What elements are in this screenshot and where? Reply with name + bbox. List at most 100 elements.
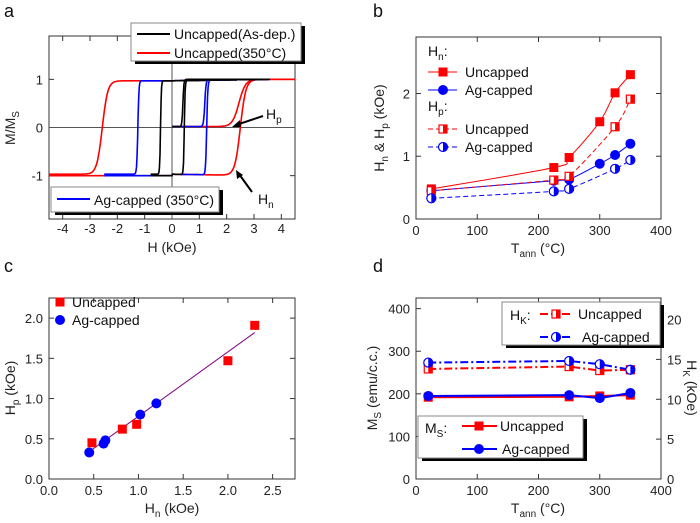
square-marker — [474, 421, 484, 431]
panel-label-c: c — [4, 256, 13, 276]
plot-frame-b — [415, 36, 662, 220]
annotation-hp: Hp — [266, 106, 282, 126]
circle-marker — [100, 435, 111, 446]
panel-label-a: a — [4, 1, 15, 21]
legend-label-uncapped: Uncapped — [72, 294, 136, 310]
half-fill — [431, 193, 436, 203]
legend-label-ag-capped: Ag-capped — [72, 312, 140, 328]
legend-heading-hk: HK: — [510, 307, 531, 327]
x-tick-label: 0.0 — [40, 483, 58, 498]
y-axis-label: Hp (kOe) — [2, 361, 22, 416]
y-tick-label: 2 — [403, 86, 410, 101]
legend-label: Ag-capped — [465, 82, 533, 98]
data-point — [87, 438, 97, 448]
series-line — [428, 365, 631, 372]
y-tick-label: 0 — [36, 121, 43, 136]
square-marker — [223, 356, 233, 366]
square-marker — [595, 117, 605, 127]
legend-heading-ms: MS: — [425, 420, 447, 440]
half-fill — [599, 366, 604, 375]
square-marker — [610, 88, 620, 98]
y-axis-label: M/MS — [2, 111, 22, 145]
circle-marker — [55, 315, 65, 325]
legend-marker — [550, 331, 562, 343]
circle-marker — [438, 85, 448, 95]
data-point — [564, 183, 575, 194]
data-point — [564, 171, 574, 181]
data-point — [625, 70, 635, 80]
legend-heading-hn: Hn: — [428, 43, 448, 63]
data-point — [250, 320, 260, 330]
data-point — [564, 152, 574, 162]
half-fill — [569, 356, 574, 366]
half-fill — [630, 155, 635, 165]
legend-label: Ag-capped — [465, 139, 533, 155]
y-tick-label: -1 — [31, 169, 43, 184]
data-point — [564, 355, 575, 367]
legend-marker — [438, 67, 448, 77]
half-fill — [443, 125, 447, 133]
half-fill — [569, 172, 574, 181]
legend-marker — [437, 141, 449, 153]
square-marker — [549, 163, 559, 173]
x-tick-label: -2 — [112, 221, 124, 236]
arrow-head-hn — [236, 170, 243, 179]
x-tick-label: -4 — [57, 221, 69, 236]
x-tick-label: 400 — [650, 223, 672, 238]
x-tick-label: -3 — [84, 221, 96, 236]
x-tick-label: 0 — [412, 223, 419, 238]
legend-label: Uncapped — [465, 121, 529, 137]
x-tick-label: 400 — [650, 483, 672, 498]
annotation-hn: Hn — [258, 191, 274, 211]
legend-label-uncapped-350: Uncapped(350°C) — [174, 45, 286, 61]
y2-tick-label: 15 — [667, 352, 681, 367]
circle-marker — [594, 393, 605, 404]
legend-marker — [474, 421, 484, 431]
y-tick-label: 1.5 — [25, 351, 43, 366]
data-point — [625, 138, 636, 149]
data-point — [135, 409, 146, 420]
half-fill — [630, 95, 635, 104]
initial-magnetization-curve — [172, 78, 270, 128]
data-point — [426, 193, 437, 204]
data-point — [625, 364, 636, 375]
y2-tick-label: 20 — [667, 313, 681, 328]
half-fill — [556, 310, 560, 318]
series-line — [428, 391, 631, 400]
square-marker — [117, 424, 127, 434]
square-marker — [625, 70, 635, 80]
data-point — [625, 154, 636, 166]
data-point — [594, 158, 605, 169]
circle-marker — [135, 409, 146, 420]
y-tick-label: 200 — [388, 387, 410, 402]
circle-marker — [84, 447, 95, 458]
legend-label: Ag-capped — [582, 329, 650, 345]
x-tick-label: 1 — [196, 221, 203, 236]
circle-marker — [625, 138, 636, 149]
y-tick-label: 0 — [403, 472, 410, 487]
y-tick-label: 1 — [36, 72, 43, 87]
x-tick-label: 100 — [466, 223, 488, 238]
half-fill — [630, 365, 635, 375]
legend-label: Uncapped — [500, 418, 564, 434]
x-tick-label: 4 — [278, 221, 285, 236]
circle-marker — [423, 390, 434, 401]
legend-box-ms — [417, 415, 584, 459]
y-tick-label: 0.5 — [25, 432, 43, 447]
circle-marker — [474, 444, 484, 454]
panel-label-b: b — [373, 1, 383, 21]
arrow-head-hp — [232, 120, 241, 127]
legend-label: Uncapped — [465, 64, 529, 80]
legend-marker — [551, 309, 561, 319]
legend-marker — [474, 444, 484, 454]
data-point — [548, 186, 559, 197]
data-point — [594, 359, 605, 370]
half-fill — [599, 359, 605, 369]
half-fill — [553, 186, 559, 196]
y-tick-label: 1.0 — [25, 392, 43, 407]
square-marker — [55, 297, 65, 307]
plot-frame-c — [48, 297, 296, 480]
series-line — [428, 359, 631, 371]
y-axis-label: MS (emu/c.c.) — [364, 346, 384, 430]
